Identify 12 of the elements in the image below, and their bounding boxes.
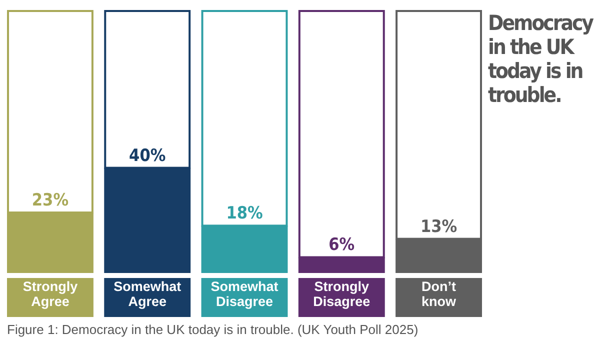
- data-label: 40%: [129, 146, 166, 166]
- x-tick-label: Don’t know: [422, 279, 457, 309]
- caption: Figure 1: Democracy in the UK today is in trouble. (UK Youth Poll 2025): [7, 322, 418, 337]
- x-tick-label: Somewhat Disagree: [210, 279, 279, 309]
- x-tick-label: Strongly Disagree: [313, 279, 371, 309]
- text: Democracy in the UK today is in trouble.: [488, 11, 594, 107]
- x-tick-label: Strongly Agree: [22, 279, 78, 309]
- data-label: 18%: [226, 204, 263, 224]
- x-tick-label: Somewhat Agree: [114, 279, 182, 309]
- data-label: 13%: [420, 216, 458, 237]
- data-label: 23%: [32, 190, 69, 211]
- data-label: 6%: [328, 235, 355, 256]
